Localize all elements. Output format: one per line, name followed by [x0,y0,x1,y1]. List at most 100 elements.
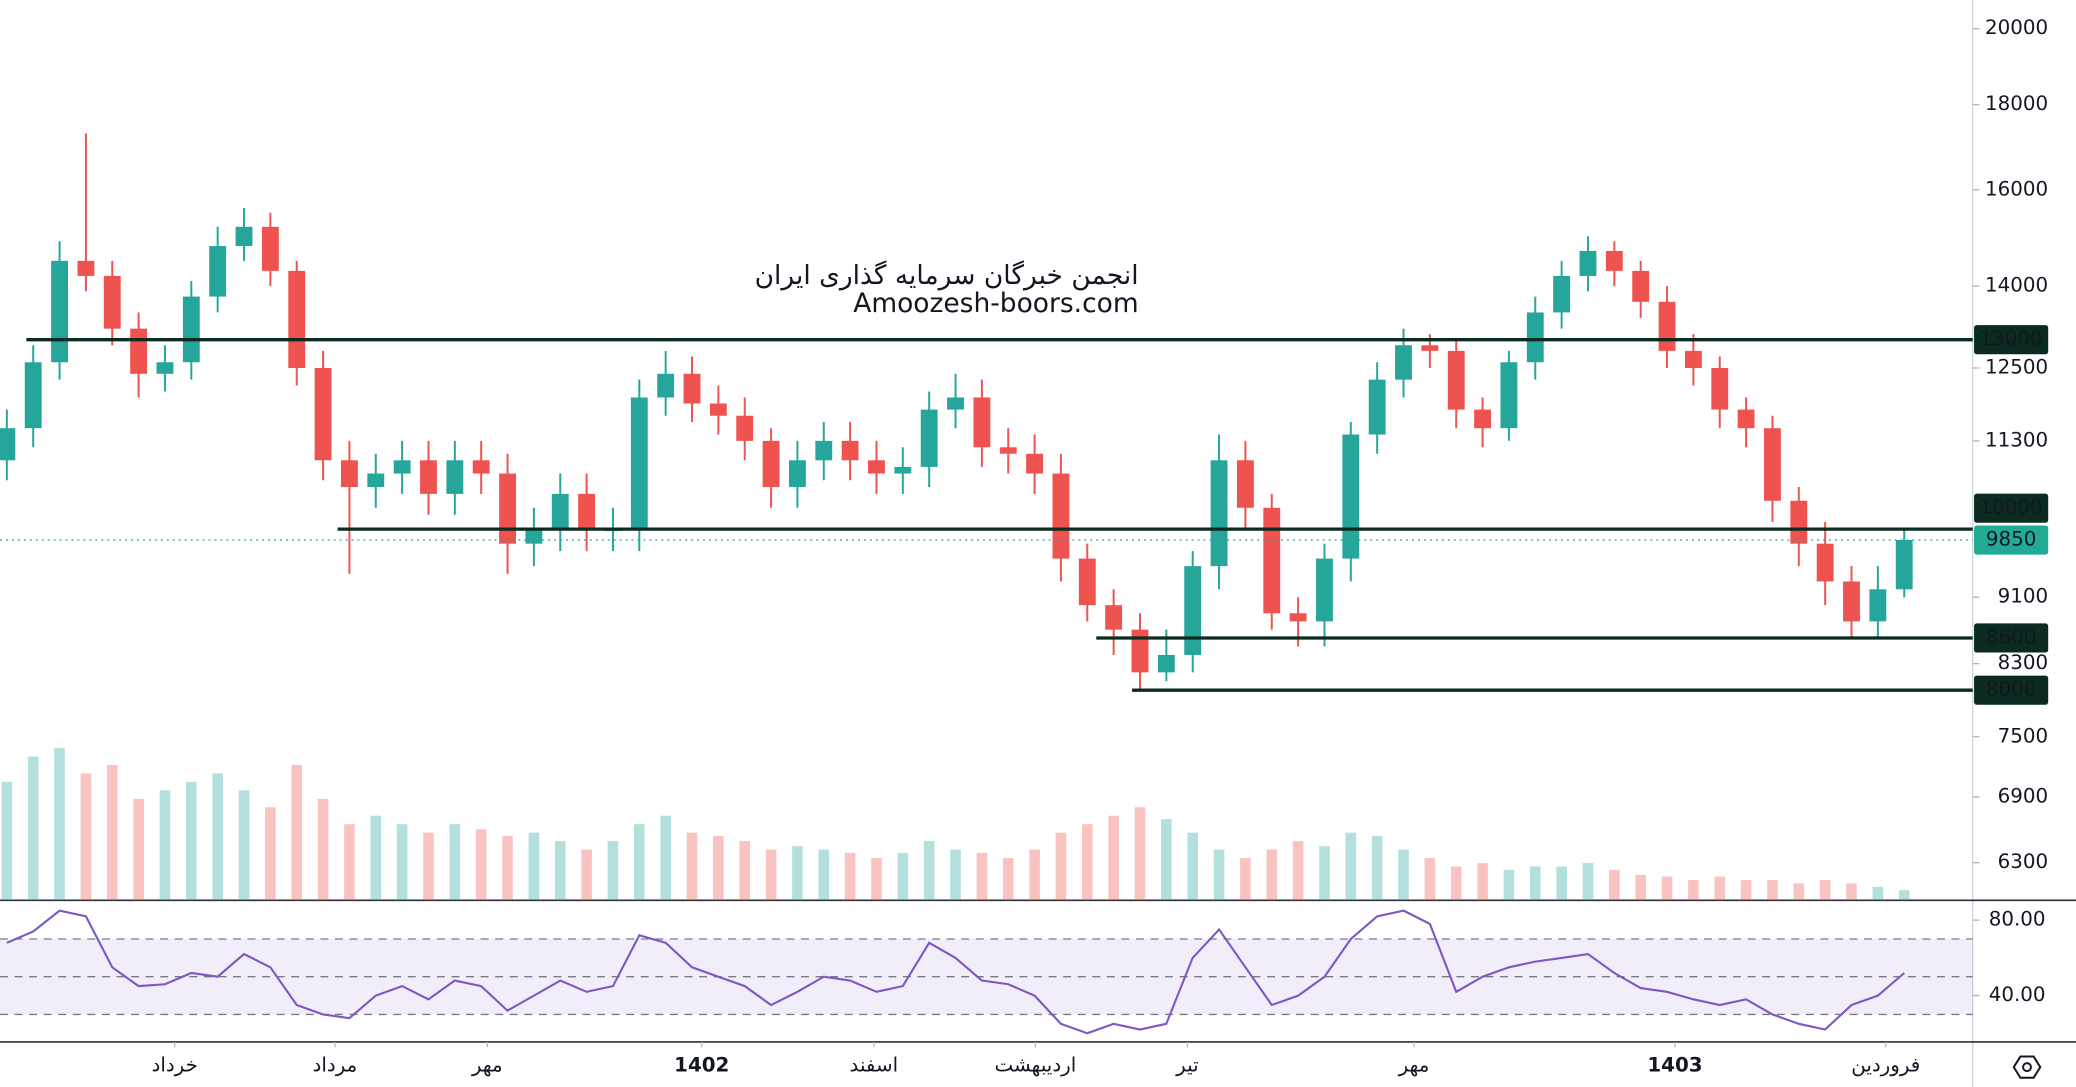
volume-bar [212,773,223,901]
level-label: 8600 [1986,625,2037,648]
hex-icon[interactable] [2012,1055,2042,1079]
candle-body [1737,409,1755,429]
candle-body [420,460,437,494]
candle-body [1500,362,1518,429]
y-tick-label: 12500 [1985,355,2048,378]
x-tick-label: فروردین [1851,1053,1920,1076]
volume-bar [1898,890,1910,901]
last-price-label: 9850 [1986,528,2037,551]
volume-bar [1,781,13,901]
candle-body [1605,250,1623,271]
candle-body [762,440,780,488]
volume-bar [1503,869,1515,901]
volume-bar [1002,858,1014,901]
level-box [1974,493,2049,523]
x-tick-label: 1403 [1647,1053,1702,1076]
volume-bar [317,798,329,901]
volume-bar [1740,880,1752,901]
candle-body [1289,613,1307,622]
volume-bar [923,841,935,901]
candle-body [815,440,833,461]
y-tick-label: 16000 [1985,177,2048,200]
candle-body [51,260,68,363]
level-label: 10000 [1980,496,2043,519]
candle-body [1078,558,1096,606]
candle-body [1236,460,1254,508]
candle-body [314,367,332,461]
candle-body [1790,500,1808,544]
candle-body [630,397,648,530]
volume-bar [80,773,92,901]
candle-body [103,275,121,329]
level-label: 13000 [1980,327,2043,350]
candle-body [1026,453,1044,474]
settings-icon[interactable] [2012,1055,2042,1079]
candle-body [657,373,675,398]
candle-body [868,460,885,474]
volume-bar [1556,866,1567,901]
candle-body [1843,581,1860,622]
x-tick-label: تیر [1175,1053,1198,1076]
candle-body [894,466,912,474]
volume-bar [871,858,882,901]
volume-bar [713,836,724,901]
rsi-band [0,938,1973,1015]
volume-bar [27,756,39,901]
candle-body [736,415,754,441]
candle-body [1632,270,1650,302]
x-tick-label: 1402 [674,1053,729,1076]
candle-body [24,362,42,429]
volume-bar [1055,832,1067,901]
volume-bar [1529,866,1541,901]
x-tick-label: اردیبهشت [994,1053,1076,1076]
volume-bar [897,852,909,901]
candle-body [1684,350,1702,368]
candle-body [1210,460,1228,567]
volume-bar [1819,880,1831,901]
volume-bar [1161,819,1172,901]
candle-body [1395,345,1412,380]
volume-bar [554,841,566,901]
level-box [1974,675,2049,705]
candle-body [367,473,385,488]
watermark-title: انجمن خبرگان سرمایه گذاری ایران [755,260,1139,291]
volume-bar [1609,869,1620,901]
volume-bar [765,849,777,901]
hex-icon-dot[interactable] [2022,1062,2032,1073]
volume-bar [1793,883,1805,901]
candle-body [683,373,701,404]
candle-body [1816,543,1834,582]
candle-body [235,226,253,247]
y-tick-label: 14000 [1985,274,2048,297]
volume-bar [1477,863,1488,901]
watermark-subtitle: Amoozesh-boors.com [853,288,1138,319]
volume-bar [581,849,592,901]
level-label: 8000 [1986,678,2037,701]
candle-body [709,403,727,416]
candle-body [182,296,200,363]
volume-bar [370,815,382,901]
volume-bar [1345,832,1357,901]
candle-body [551,493,569,530]
x-tick-label: خرداد [152,1053,198,1076]
volume-bar [502,836,513,901]
volume-bar [818,849,830,901]
rsi-line [6,909,1905,1035]
candle-body [920,409,938,467]
y-tick-label: 6900 [1998,784,2049,807]
candle-body [1421,345,1439,351]
volume-bar [1292,841,1304,901]
candle-body [1368,379,1386,435]
candle-body [1895,540,1913,590]
candle-body [1869,589,1887,622]
volume-bar [1714,876,1726,901]
volume-bar [528,832,540,901]
x-tick-label: مهر [471,1053,503,1076]
candle-body [999,447,1017,454]
level-box [1974,325,2049,355]
volume-bar [686,832,698,901]
volume-bar [1371,836,1383,901]
candle-body [130,328,148,374]
candle-body [973,397,991,448]
